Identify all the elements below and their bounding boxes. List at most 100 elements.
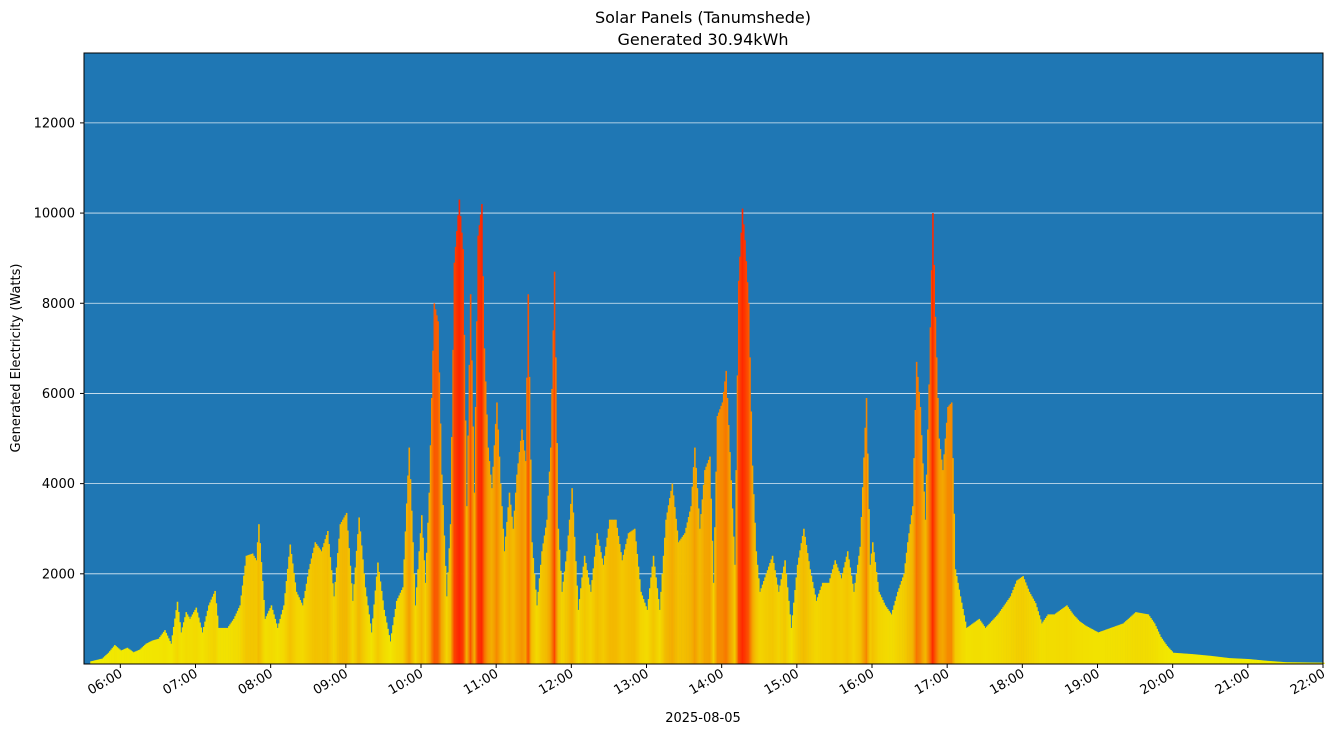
bar [1319,662,1321,664]
x-tick-label: 20:00 [1138,666,1178,698]
bar [488,461,491,664]
bar [1255,659,1257,664]
bar [305,583,308,664]
bar [804,536,806,664]
bar [378,572,380,664]
bar [1275,661,1277,664]
bar [221,627,224,664]
bar [1089,628,1092,664]
bar [576,585,578,664]
bar [413,573,416,664]
bar [296,594,299,664]
bar [1049,614,1052,664]
bar [509,504,512,664]
bar [167,638,170,664]
bar [266,613,269,664]
bar [269,608,272,664]
bar [1239,658,1241,664]
bar [1118,624,1121,664]
bar [194,609,196,664]
bar [937,397,939,664]
bar [335,567,338,664]
bar [626,538,629,664]
bar [215,603,218,664]
bar [1126,620,1128,664]
bar [571,488,573,664]
bar [844,562,847,664]
bar [457,215,459,664]
bar [646,609,649,664]
bar [1166,645,1168,664]
bar [535,589,537,664]
bar [350,583,353,664]
bar [788,600,790,664]
bar [233,618,235,664]
bar [1061,608,1063,664]
bar [1320,662,1323,664]
bar [993,618,996,664]
bar [587,577,590,664]
bar [392,625,394,664]
bar [249,554,251,664]
bar [1011,593,1013,664]
bar [1193,654,1196,664]
bar [890,614,893,664]
bar [165,632,168,664]
bar [328,544,330,664]
bar [458,199,461,665]
bar [915,361,918,664]
bar [284,593,287,664]
bar [1153,623,1156,664]
bar [649,588,651,664]
bar [1221,657,1224,664]
bar [492,466,495,664]
bar [318,547,320,664]
bar [1282,662,1285,664]
bar [1048,614,1051,664]
bar [121,649,124,664]
bar [756,564,759,664]
bar [264,618,266,664]
bar [861,487,864,664]
bar [689,511,691,664]
bar [885,607,888,664]
bar [310,558,313,664]
bar [679,540,681,664]
bar [1206,655,1209,664]
bar [1284,662,1286,664]
bar [1265,660,1267,664]
bar [1185,653,1187,664]
bar [1117,625,1120,664]
bar [436,315,438,664]
bar [1314,662,1316,664]
bar [398,595,401,664]
bar [958,589,961,664]
bar [179,622,181,664]
bar [1292,662,1295,664]
bar [380,590,383,664]
bar [633,528,636,664]
bar [590,591,592,664]
bar [271,609,274,664]
bar [808,561,810,664]
bar [943,454,946,664]
bar [367,605,369,664]
bar [843,567,845,664]
bar [400,590,403,664]
bar [186,614,189,664]
bar [922,463,924,664]
chart-title: Solar Panels (Tanumshede) [595,8,811,27]
bar [1220,657,1222,664]
bar [814,594,816,664]
bar [992,619,994,664]
bar [1219,656,1221,664]
bar [142,646,145,664]
bar [149,641,151,664]
bar [390,633,393,664]
bar [236,610,239,664]
bar [824,582,826,664]
bar [258,524,260,664]
bar [354,567,357,664]
bar [835,563,838,664]
bar [1059,609,1062,664]
